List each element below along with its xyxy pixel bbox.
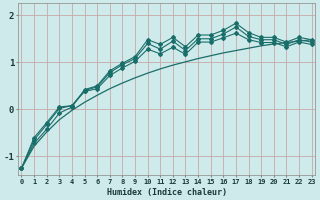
X-axis label: Humidex (Indice chaleur): Humidex (Indice chaleur): [107, 188, 227, 197]
